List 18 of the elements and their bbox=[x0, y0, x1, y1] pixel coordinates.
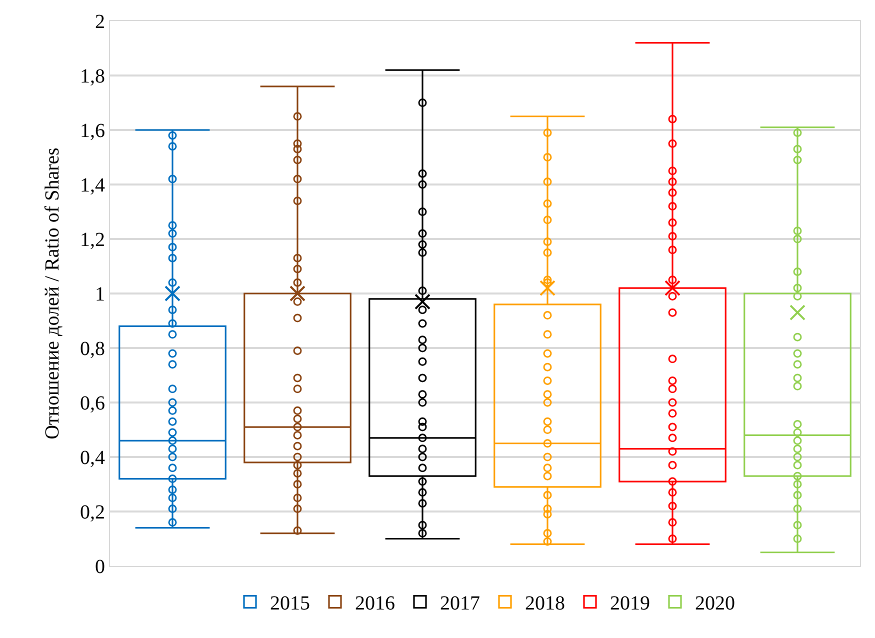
legend-label: 2015 bbox=[270, 592, 310, 615]
legend-label: 2017 bbox=[440, 592, 480, 615]
legend-label: 2020 bbox=[695, 592, 735, 615]
y-tick-label: 2 bbox=[95, 11, 105, 33]
y-tick-label: 0,8 bbox=[80, 338, 105, 360]
y-axis-title: Отношение долей / Ratio of Shares bbox=[42, 147, 64, 440]
legend-label: 2016 bbox=[355, 592, 395, 615]
legend-label: 2018 bbox=[525, 592, 565, 615]
y-tick-label: 0,2 bbox=[80, 502, 105, 524]
y-tick-label: 1,8 bbox=[80, 66, 105, 88]
y-tick-label: 1,4 bbox=[80, 174, 105, 196]
y-tick-label: 1,6 bbox=[80, 120, 105, 142]
y-tick-label: 1,2 bbox=[80, 229, 105, 251]
y-tick-label: 0,4 bbox=[80, 447, 105, 469]
y-tick-label: 0 bbox=[95, 556, 105, 578]
y-tick-label: 1 bbox=[95, 284, 105, 306]
legend-label: 2019 bbox=[610, 592, 650, 615]
y-tick-label: 0,6 bbox=[80, 392, 105, 414]
